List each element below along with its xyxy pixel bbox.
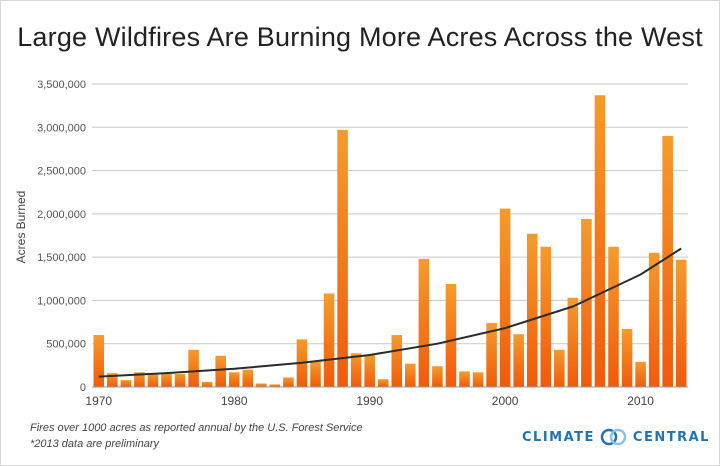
bar-1973 — [134, 372, 145, 387]
bar-1996 — [445, 283, 457, 387]
x-tick-label: 1990 — [356, 394, 383, 408]
x-tick-label: 1980 — [221, 394, 248, 408]
bar-2005 — [567, 297, 579, 387]
bar-2003 — [540, 246, 552, 387]
bar-1987 — [323, 293, 335, 387]
bar-1977 — [188, 349, 199, 387]
bar-2006 — [581, 219, 592, 387]
bar-1995 — [432, 366, 443, 387]
bar-1978 — [201, 381, 213, 387]
x-tick-label: 1970 — [85, 394, 112, 408]
footnote-preliminary: *2013 data are preliminary — [30, 438, 160, 450]
y-axis-label: Acres Burned — [14, 191, 28, 264]
y-tick-label: 2,000,000 — [37, 209, 86, 221]
logo-text-right: CENTRAL — [632, 429, 710, 445]
bar-1992 — [391, 335, 403, 387]
bar-2001 — [513, 334, 524, 387]
bar-1998 — [472, 372, 484, 387]
bar-2000 — [499, 208, 511, 387]
bar-1979 — [215, 355, 226, 387]
bar-1989 — [350, 353, 362, 387]
chart-title: Large Wildfires Are Burning More Acres A… — [17, 22, 703, 52]
bar-1980 — [228, 372, 240, 387]
climate-central-logo: CLIMATE CENTRAL — [522, 427, 710, 447]
bar-2002 — [526, 233, 538, 387]
bar-1975 — [161, 373, 172, 387]
bar-2011 — [648, 252, 660, 387]
bar-1983 — [269, 384, 281, 387]
bar-1981 — [242, 369, 254, 387]
y-tick-label: 3,000,000 — [37, 122, 86, 134]
y-tick-label: 2,500,000 — [37, 166, 86, 178]
bar-1970 — [93, 335, 105, 387]
bar-1988 — [337, 129, 348, 387]
bar-2010 — [635, 361, 646, 387]
bar-1982 — [256, 383, 267, 387]
y-tick-label: 1,000,000 — [37, 295, 86, 307]
bar-1972 — [120, 380, 132, 387]
bar-1986 — [310, 361, 321, 387]
bar-2007 — [594, 95, 606, 388]
bar-1971 — [107, 373, 118, 387]
logo-text-left: CLIMATE — [522, 429, 595, 445]
x-tick-label: 2010 — [627, 394, 654, 408]
y-tick-label: 0 — [80, 382, 86, 394]
y-tick-label: 1,500,000 — [37, 252, 86, 264]
bar-1974 — [147, 374, 159, 387]
bar-1997 — [459, 371, 470, 387]
footnote-source: Fires over 1000 acres as reported annual… — [30, 422, 363, 434]
bar-1994 — [418, 258, 430, 387]
y-tick-label: 500,000 — [46, 339, 86, 351]
bar-1993 — [405, 363, 416, 387]
bar-2008 — [608, 246, 619, 387]
bar-1990 — [364, 354, 375, 387]
bar-2012 — [662, 135, 673, 387]
y-tick-label: 3,500,000 — [37, 79, 86, 91]
bar-2004 — [554, 349, 565, 387]
linked-rings-icon — [600, 428, 627, 446]
bar-1984 — [283, 377, 294, 387]
bar-1976 — [174, 374, 186, 387]
trend-line — [98, 247, 682, 378]
x-tick-label: 2000 — [492, 394, 519, 408]
bar-1991 — [377, 379, 389, 387]
bar-2009 — [621, 328, 633, 387]
bar-1999 — [486, 322, 497, 387]
bar-2013 — [675, 259, 687, 387]
